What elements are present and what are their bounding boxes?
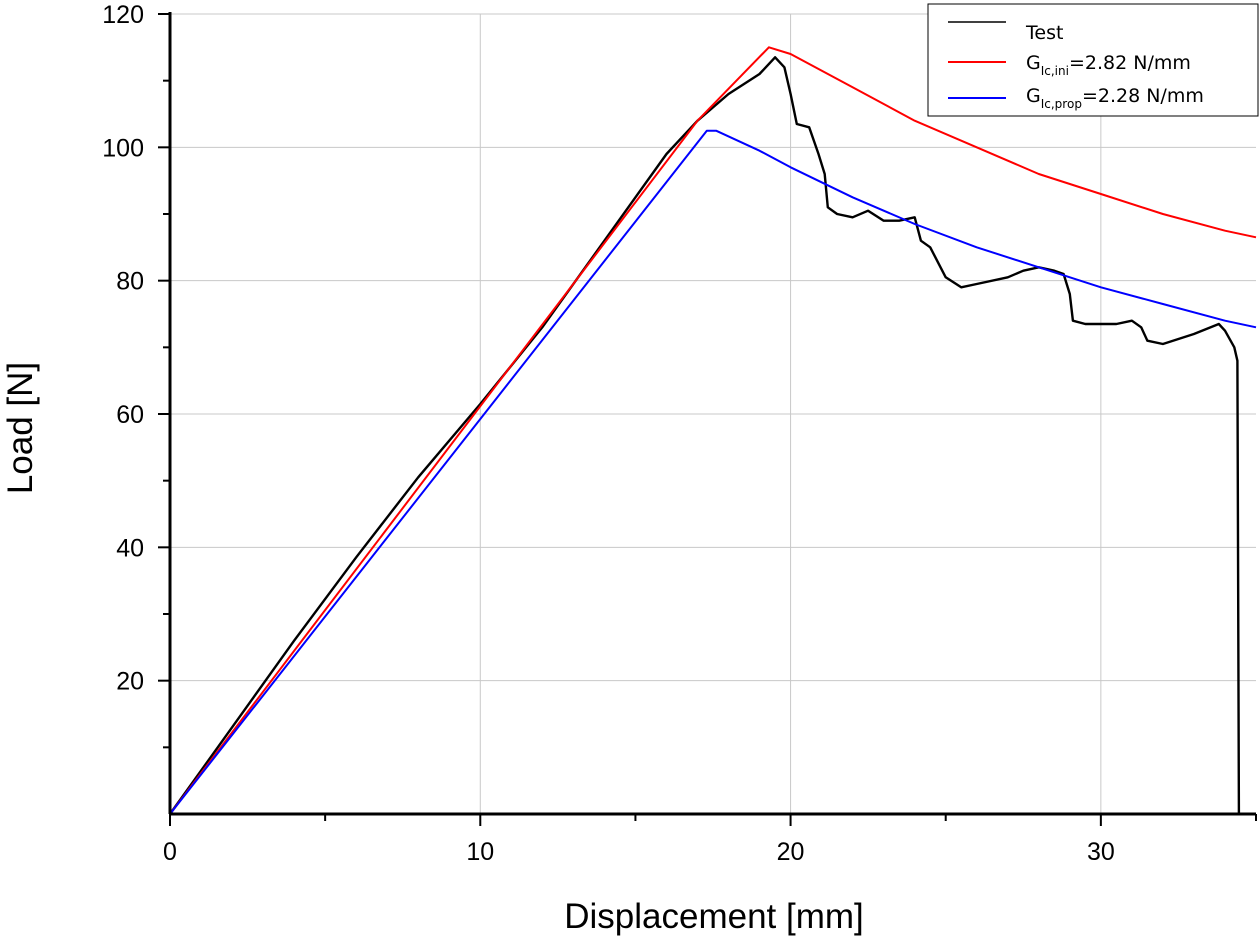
series-line-0: [169, 56, 1241, 815]
legend-gic-ini-rest: =2.82 N/mm: [1069, 52, 1191, 74]
legend-label-test: Test: [1025, 22, 1063, 44]
y-tick-label: 60: [116, 401, 144, 429]
legend-label-gic-ini: GIc,ini=2.82 N/mm: [1026, 52, 1191, 78]
axes: [168, 12, 1256, 816]
y-tick-label: 80: [116, 268, 144, 296]
series-line-1: [169, 46, 1257, 815]
legend: Test GIc,ini=2.82 N/mm GIc,prop=2.28 N/m…: [927, 3, 1259, 117]
legend-gic-ini-main: G: [1026, 52, 1041, 74]
x-tick-label: 10: [466, 838, 494, 866]
legend-gic-prop-rest: =2.28 N/mm: [1082, 85, 1204, 107]
grid: [170, 13, 1256, 814]
legend-gic-ini-sub: Ic,ini: [1041, 64, 1069, 78]
x-axis-title: Displacement [mm]: [564, 897, 864, 936]
y-tick-label: 20: [116, 668, 144, 696]
legend-label-gic-prop: GIc,prop=2.28 N/mm: [1026, 85, 1204, 111]
x-tick-label: 0: [163, 838, 177, 866]
legend-gic-prop-sub: Ic,prop: [1041, 97, 1082, 111]
x-tick-label: 30: [1087, 838, 1115, 866]
y-tick-label: 100: [102, 134, 144, 162]
y-axis-title: Load [N]: [1, 362, 40, 494]
series-line-2: [169, 129, 1257, 815]
series-lines: [169, 46, 1257, 815]
y-tick-label: 120: [102, 1, 144, 29]
x-tick-label: 20: [777, 838, 805, 866]
ticks: 0 10 20 30 20 40 60 80 100 120: [102, 1, 1257, 866]
y-tick-label: 40: [116, 534, 144, 562]
legend-gic-prop-main: G: [1026, 85, 1041, 107]
